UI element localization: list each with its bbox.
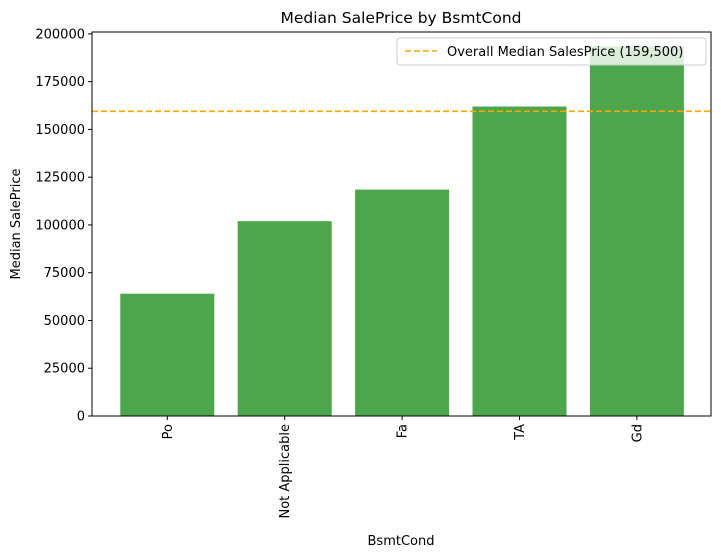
bar-fa <box>355 189 450 416</box>
y-tick-label: 125000 <box>35 171 85 186</box>
plot-area <box>92 46 711 417</box>
x-tick-label: Po <box>161 424 176 439</box>
plot-frame <box>91 31 712 417</box>
y-tick-label: 200000 <box>35 27 85 42</box>
y-tick-label: 150000 <box>35 123 85 138</box>
bar-ta <box>472 106 567 417</box>
y-tick-label: 75000 <box>44 266 85 281</box>
legend-label: Overall Median SalesPrice (159,500) <box>447 45 683 60</box>
x-axis: Po Not Applicable Fa TA Gd <box>161 416 645 519</box>
bar-gd <box>589 46 684 416</box>
legend-box <box>396 37 707 66</box>
y-tick-label: 25000 <box>44 362 85 377</box>
x-tick-label: Fa <box>396 424 411 438</box>
x-tick-label: Gd <box>630 424 645 442</box>
y-tick-label: 100000 <box>35 218 85 233</box>
chart-title: Median SalePrice by BsmtCond <box>280 9 521 27</box>
x-tick-label: TA <box>513 424 528 441</box>
y-axis: 0 25000 50000 75000 100000 125000 150000 175000… <box>35 27 92 425</box>
bar-not-applicable <box>237 221 332 416</box>
legend: Overall Median SalesPrice (159,500) <box>396 37 707 66</box>
y-tick-label: 50000 <box>44 314 85 329</box>
bar-po <box>120 293 215 416</box>
y-axis-label: Median SalePrice <box>9 169 24 280</box>
x-tick-label: Not Applicable <box>278 424 293 519</box>
y-tick-label: 0 <box>77 410 85 425</box>
y-tick-label: 175000 <box>35 75 85 90</box>
x-axis-label: BsmtCond <box>368 534 435 549</box>
